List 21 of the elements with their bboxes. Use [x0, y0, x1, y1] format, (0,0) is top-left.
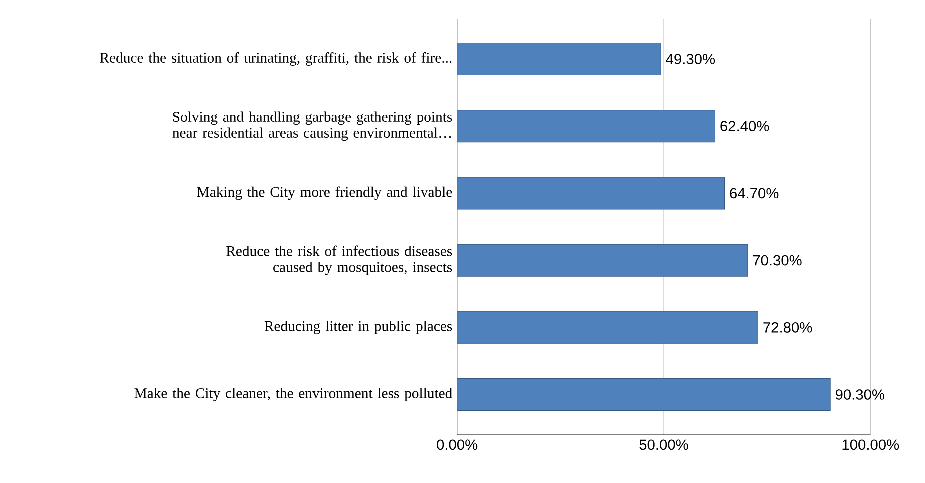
data-label: 64.70% — [730, 188, 779, 199]
y-tick-label: Solving and handling garbage gathering points near residential areas causing environmental… — [172, 112, 452, 142]
data-label: 90.30% — [836, 390, 884, 400]
bar — [457, 244, 748, 277]
bar — [457, 311, 759, 344]
bar — [457, 177, 726, 210]
x-tick-label: 50.00% — [640, 440, 688, 450]
y-tick-label: Making the City more friendly and livable — [197, 186, 452, 200]
y-tick-label: Make the City cleaner, the environment less polluted — [134, 388, 452, 402]
data-label: 49.30% — [666, 54, 716, 64]
x-tick-label: 100.00% — [842, 440, 900, 450]
y-tick-label: Reduce the risk of infectious diseases caused by mosquitoes, insects — [226, 246, 452, 276]
data-label: 70.30% — [753, 255, 802, 266]
y-tick-label: Reduce the situation of urinating, graffiti, the risk of fire... — [100, 52, 452, 66]
data-label: 62.40% — [720, 121, 770, 132]
bar — [457, 110, 716, 143]
data-label: 72.80% — [764, 322, 812, 333]
bar — [457, 42, 662, 76]
bar — [457, 378, 831, 412]
x-tick-label: 0.00% — [437, 440, 478, 450]
y-tick-label: Reducing litter in public places — [264, 320, 452, 334]
